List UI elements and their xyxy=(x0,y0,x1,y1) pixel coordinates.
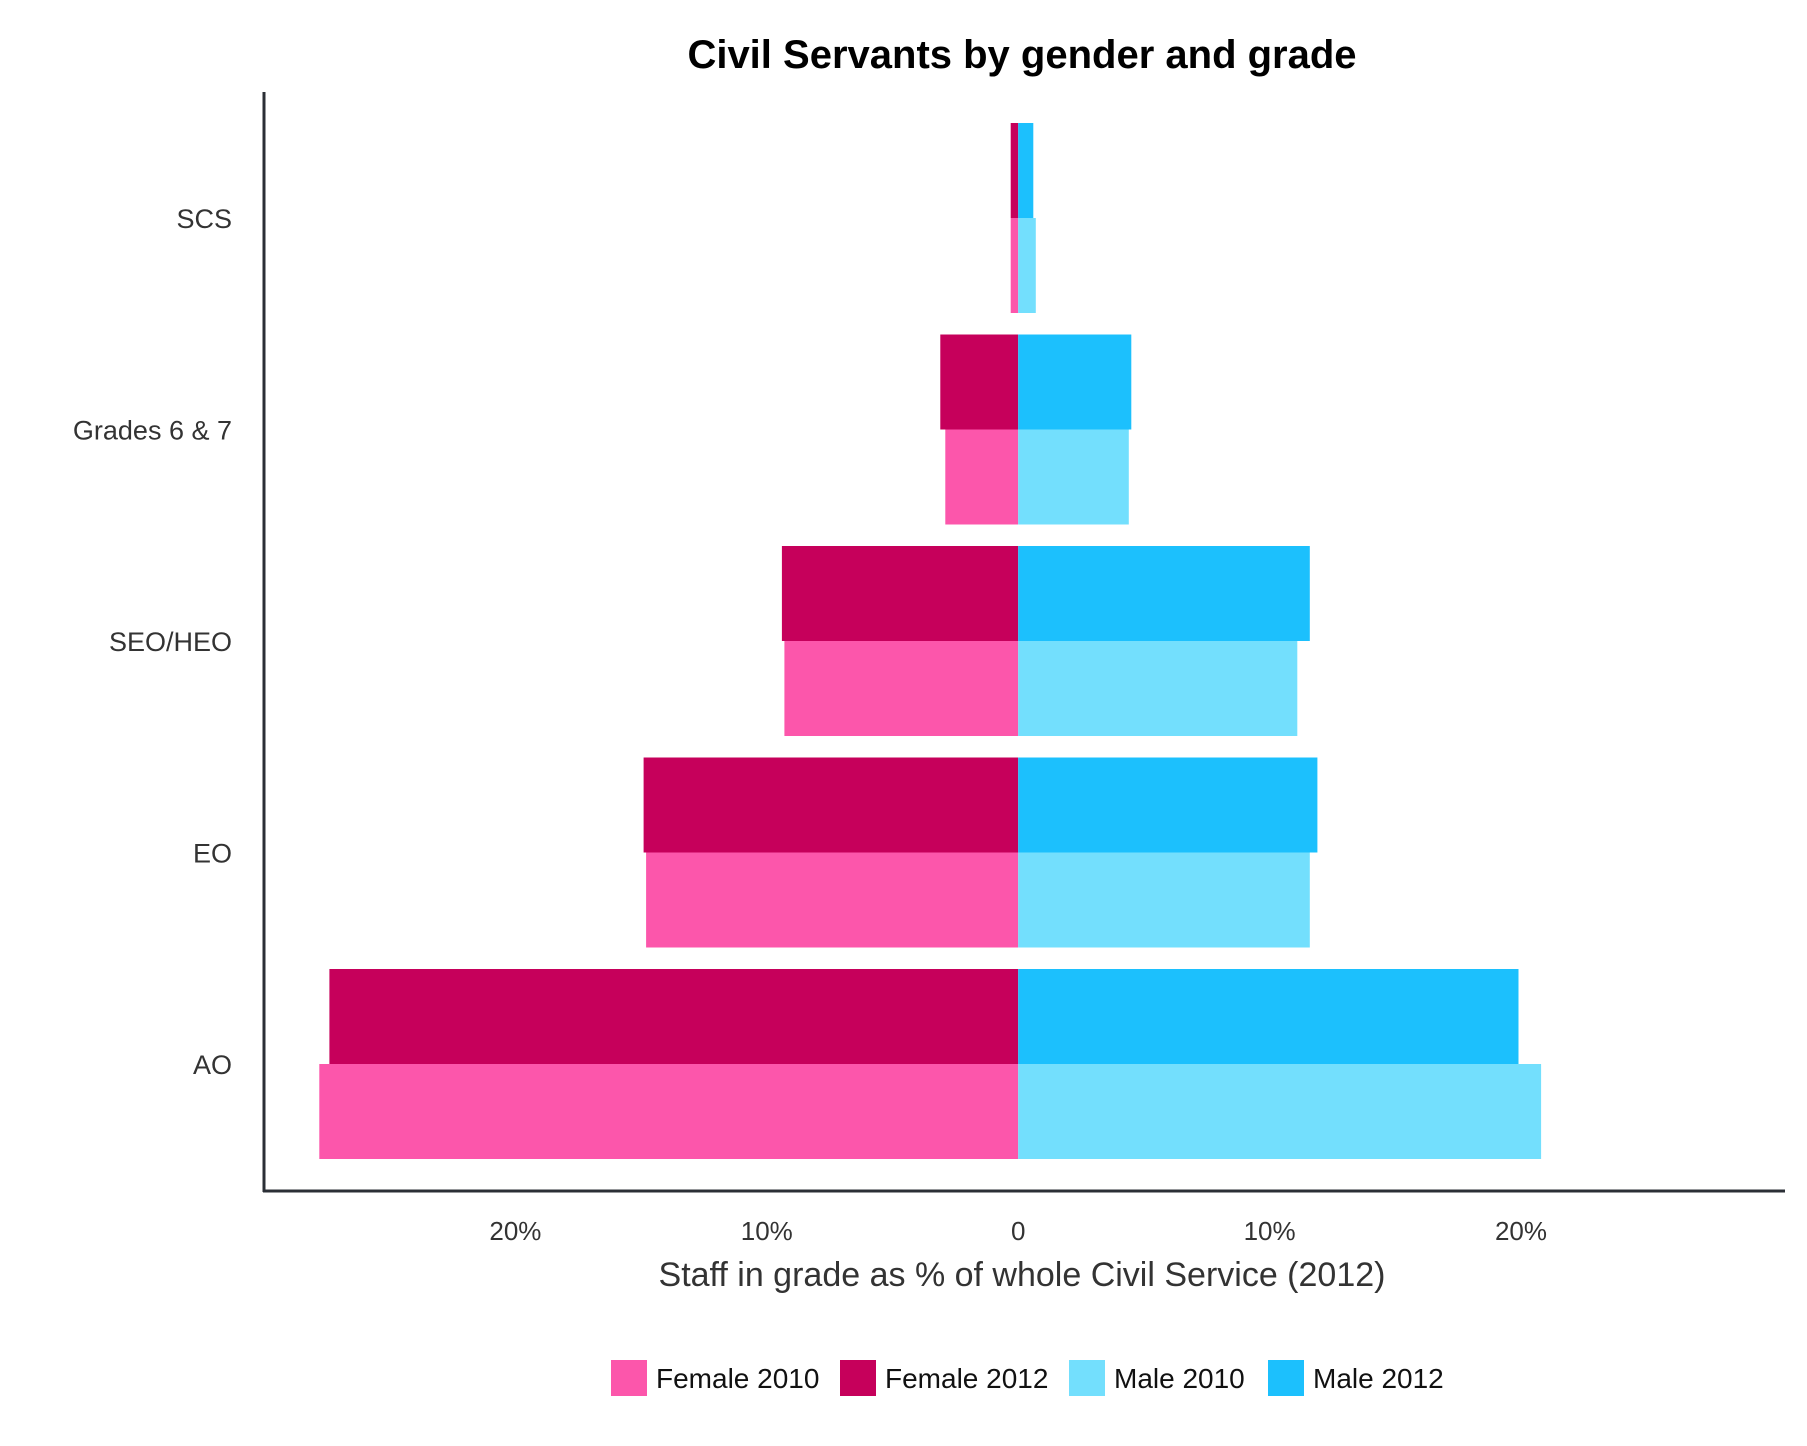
legend-label: Female 2012 xyxy=(885,1363,1048,1394)
bar-female-2010-grades-6-7 xyxy=(945,429,1019,525)
legend-swatch xyxy=(611,1360,647,1396)
bar-male-2012-scs xyxy=(1018,123,1034,218)
x-axis-title: Staff in grade as % of whole Civil Servi… xyxy=(659,1256,1386,1294)
category-label-grades-6-7: Grades 6 & 7 xyxy=(73,416,232,446)
bar-male-2010-grades-6-7 xyxy=(1018,429,1129,525)
bar-male-2012-grades-6-7 xyxy=(1018,334,1132,430)
bar-female-2010-seo-heo xyxy=(784,641,1019,736)
bar-male-2010-ao xyxy=(1018,1064,1542,1159)
category-label-scs: SCS xyxy=(176,204,232,234)
legend-swatch xyxy=(1069,1360,1105,1396)
category-labels: SCS Grades 6 & 7 SEO/HEO EO AO xyxy=(73,204,232,1080)
category-label-ao: AO xyxy=(193,1050,232,1080)
legend-swatch xyxy=(840,1360,876,1396)
bar-female-2012-ao xyxy=(329,969,1019,1064)
bar-male-2010-scs xyxy=(1018,218,1036,313)
x-tick-label: 10% xyxy=(741,1216,793,1246)
legend: Female 2010 Female 2012 Male 2010 Male 2012 xyxy=(611,1360,1444,1396)
legend-label: Male 2010 xyxy=(1114,1363,1245,1394)
bar-male-2012-eo xyxy=(1018,757,1318,853)
bars-layer xyxy=(319,123,1542,1159)
bar-female-2012-eo xyxy=(643,757,1019,853)
bar-female-2012-grades-6-7 xyxy=(940,334,1019,430)
x-tick-labels: 20% 10% 0 10% 20% xyxy=(489,1216,1547,1246)
bar-female-2012-scs xyxy=(1010,123,1019,218)
bar-male-2012-ao xyxy=(1018,969,1519,1064)
chart-title: Civil Servants by gender and grade xyxy=(687,33,1356,77)
legend-swatch xyxy=(1268,1360,1304,1396)
bar-female-2010-ao xyxy=(319,1064,1019,1159)
bar-male-2010-eo xyxy=(1018,852,1310,948)
bar-female-2010-scs xyxy=(1010,218,1019,313)
category-label-eo: EO xyxy=(193,839,232,869)
legend-label: Male 2012 xyxy=(1313,1363,1444,1394)
x-tick-label: 20% xyxy=(1495,1216,1547,1246)
bar-female-2012-seo-heo xyxy=(781,546,1019,641)
category-label-seo-heo: SEO/HEO xyxy=(109,627,232,657)
x-tick-label: 20% xyxy=(489,1216,541,1246)
bar-male-2010-seo-heo xyxy=(1018,641,1298,736)
bar-male-2012-seo-heo xyxy=(1018,546,1310,641)
x-tick-label: 10% xyxy=(1244,1216,1296,1246)
bar-female-2010-eo xyxy=(646,852,1019,948)
legend-label: Female 2010 xyxy=(656,1363,819,1394)
x-tick-label: 0 xyxy=(1011,1216,1025,1246)
